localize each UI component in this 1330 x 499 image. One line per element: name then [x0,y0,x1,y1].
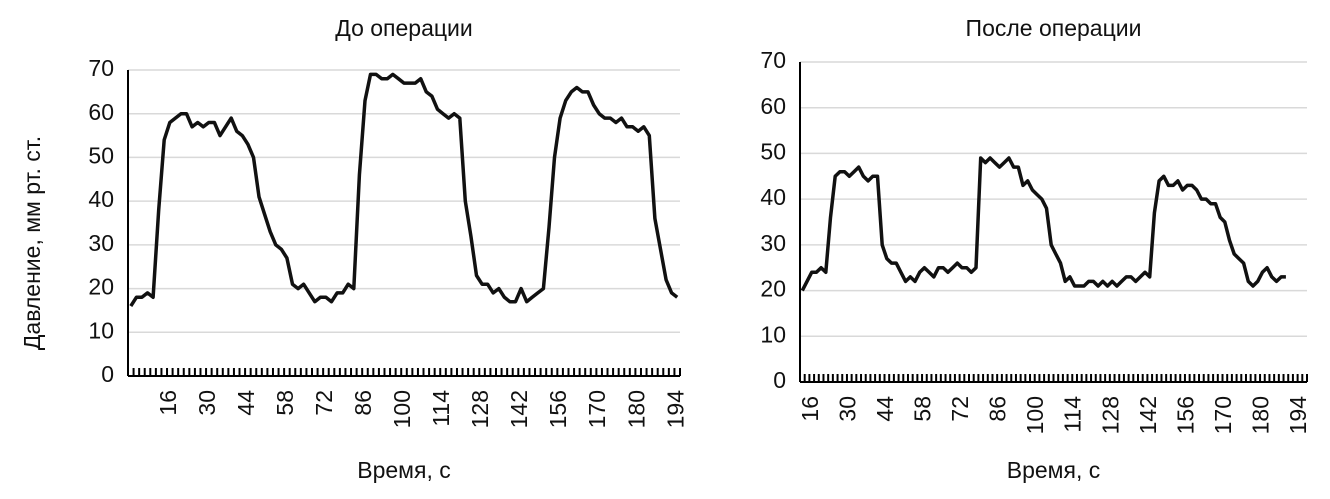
x-tick-label: 142 [506,390,532,428]
x-tick-label: 58 [909,396,935,422]
y-tick-label: 10 [88,317,114,343]
x-tick-label: 44 [233,390,259,416]
y-tick-label: 70 [88,55,114,81]
x-tick-label: 72 [311,390,337,416]
y-tick-label: 60 [760,93,786,119]
y-tick-label: 20 [760,276,786,302]
x-tick-label: 114 [428,390,454,427]
x-tick-label: 30 [194,390,220,416]
x-axis-title: Время, с [357,457,450,483]
x-tick-label: 30 [834,396,860,422]
y-tick-label: 50 [88,143,114,169]
x-tick-label: 16 [797,396,823,422]
y-tick-label: 70 [760,47,786,73]
x-tick-label: 128 [1097,396,1123,434]
x-tick-label: 170 [1210,396,1236,434]
line [800,156,1286,292]
x-tick-label: 128 [467,390,493,428]
x-tick-label: 156 [1172,396,1198,434]
y-tick-label: 50 [760,139,786,165]
x-tick-label: 100 [1022,396,1048,434]
y-tick-label: 10 [760,321,786,347]
x-axis-title: Время, с [1007,457,1100,483]
y-tick-label: 40 [760,184,786,210]
y-tick-label: 40 [88,186,114,212]
y-tick-label: 60 [88,99,114,125]
line [129,72,679,308]
y-tick-label: 0 [773,367,786,393]
x-tick-label: 114 [1060,396,1086,433]
y-axis-title: Давление, мм рт. ст. [19,136,45,350]
y-tick-label: 30 [760,230,786,256]
y-tick-label: 30 [88,230,114,256]
x-tick-label: 100 [389,390,415,428]
x-tick-label: 194 [1285,396,1311,435]
chart-title: До операции [335,15,473,41]
chart-title: После операции [966,15,1142,41]
y-tick-label: 20 [88,274,114,300]
x-tick-label: 16 [155,390,181,416]
x-tick-label: 44 [872,396,898,422]
x-tick-label: 180 [623,390,649,428]
x-tick-label: 72 [947,396,973,422]
x-tick-label: 170 [584,390,610,428]
x-tick-label: 58 [272,390,298,416]
x-tick-label: 180 [1247,396,1273,434]
x-tick-label: 194 [662,390,688,429]
x-tick-label: 86 [985,396,1011,422]
x-tick-label: 156 [545,390,571,428]
y-tick-label: 0 [101,361,114,387]
x-tick-label: 86 [350,390,376,416]
x-tick-label: 142 [1135,396,1161,434]
